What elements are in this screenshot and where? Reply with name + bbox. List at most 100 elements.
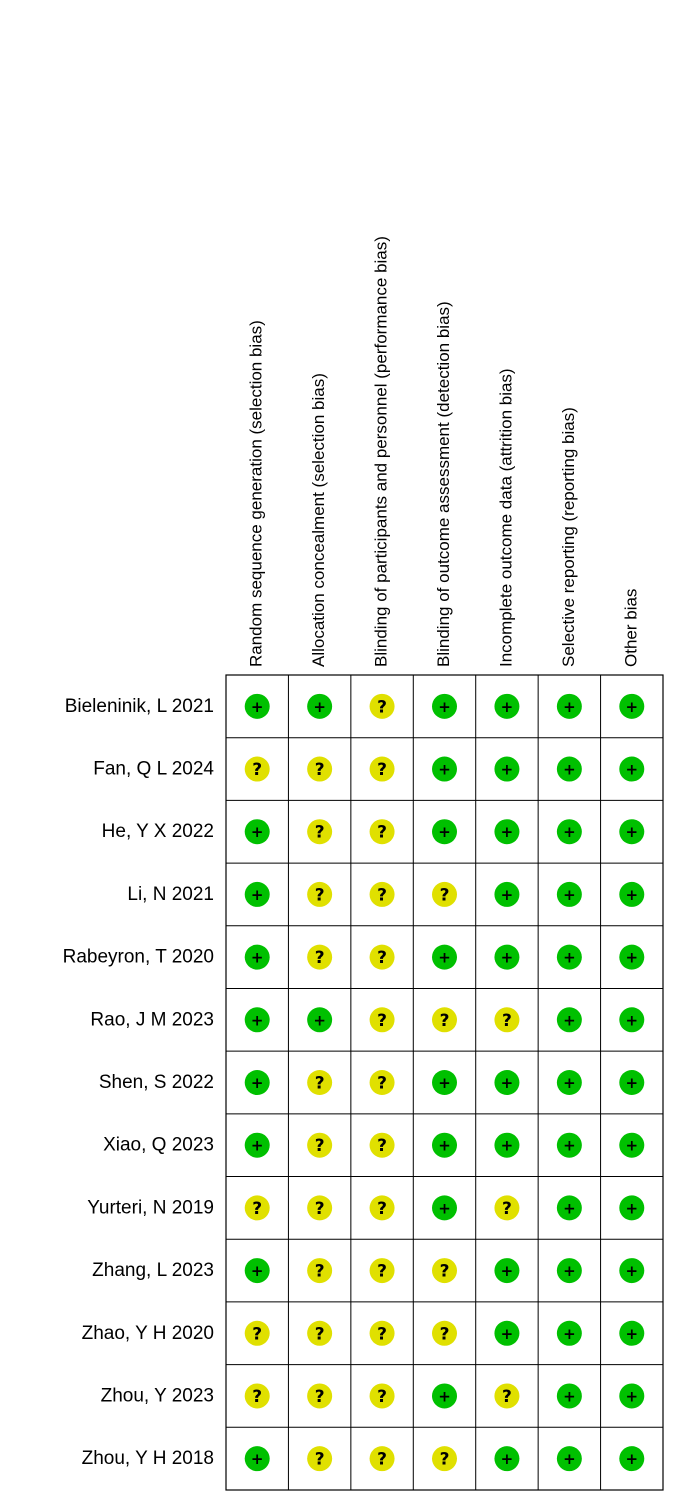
low-risk-circle — [244, 881, 270, 907]
plus-symbol: + — [251, 886, 264, 904]
plus-symbol: + — [625, 761, 638, 779]
plus-symbol: + — [438, 949, 451, 967]
low-risk-circle — [432, 756, 457, 782]
low-risk-mark-r11-c6: + — [556, 1320, 582, 1346]
plus-symbol: + — [563, 1262, 576, 1280]
low-risk-mark-r7-c5: + — [494, 1070, 520, 1095]
low-risk-circle — [619, 1195, 645, 1221]
low-risk-mark-r6-c7: + — [619, 1007, 645, 1033]
low-risk-circle — [556, 1132, 582, 1158]
low-risk-mark-r1-c1: + — [244, 693, 270, 719]
plus-symbol: + — [501, 761, 514, 779]
low-risk-mark-r11-c7: + — [619, 1320, 645, 1346]
low-risk-circle — [432, 1383, 457, 1409]
low-risk-mark-r2-c5: + — [494, 756, 520, 782]
unclear-risk-circle — [244, 1320, 270, 1346]
study-label-2: Fan, Q L 2024 — [93, 759, 214, 780]
unclear-risk-mark-r5-c2: ? — [307, 944, 333, 970]
low-risk-circle — [307, 1007, 333, 1033]
low-risk-circle — [432, 1070, 457, 1095]
low-risk-mark-r13-c1: + — [244, 1446, 270, 1472]
unclear-risk-mark-r9-c3: ? — [369, 1195, 395, 1221]
unclear-risk-mark-r9-c2: ? — [307, 1195, 333, 1221]
plus-symbol: + — [625, 886, 638, 904]
question-symbol: ? — [315, 1387, 325, 1407]
low-risk-mark-r5-c6: + — [556, 944, 582, 970]
row-labels: Bieleninik, L 2021 Fan, Q L 2024 He, Y X 2… — [63, 696, 215, 1469]
low-risk-circle — [432, 1195, 457, 1221]
plus-symbol: + — [501, 886, 514, 904]
plus-symbol: + — [625, 1450, 638, 1468]
low-risk-circle — [494, 1132, 520, 1158]
low-risk-circle — [244, 1258, 270, 1284]
question-symbol: ? — [377, 1136, 387, 1156]
question-symbol: ? — [377, 1262, 387, 1282]
unclear-risk-circle — [369, 693, 395, 719]
unclear-risk-circle — [244, 1383, 270, 1409]
question-symbol: ? — [377, 823, 387, 843]
study-label-3: He, Y X 2022 — [102, 821, 214, 842]
plus-symbol: + — [438, 1387, 451, 1405]
column-header-3: Blinding of participants and personnel (… — [372, 236, 391, 667]
question-symbol: ? — [377, 1199, 387, 1219]
unclear-risk-mark-r3-c2: ? — [307, 819, 333, 845]
plus-symbol: + — [501, 1137, 514, 1155]
column-header-4: Blinding of outcome assessment (detectio… — [434, 301, 453, 667]
low-risk-mark-r3-c7: + — [619, 819, 645, 845]
study-label-6: Rao, J M 2023 — [90, 1009, 214, 1030]
low-risk-mark-r9-c7: + — [619, 1195, 645, 1221]
unclear-risk-circle — [369, 1195, 395, 1221]
study-label-7: Shen, S 2022 — [99, 1072, 214, 1093]
low-risk-circle — [619, 819, 645, 845]
question-symbol: ? — [315, 1262, 325, 1282]
plus-symbol: + — [501, 1325, 514, 1343]
study-label-11: Zhao, Y H 2020 — [82, 1323, 214, 1344]
plus-symbol: + — [563, 1199, 576, 1217]
plus-symbol: + — [563, 761, 576, 779]
unclear-risk-circle — [369, 1446, 395, 1472]
low-risk-mark-r1-c4: + — [432, 693, 457, 719]
unclear-risk-circle — [307, 1258, 333, 1284]
plus-symbol: + — [501, 698, 514, 716]
low-risk-circle — [619, 1132, 645, 1158]
low-risk-circle — [432, 819, 457, 845]
question-symbol: ? — [252, 760, 262, 780]
question-symbol: ? — [377, 1324, 387, 1344]
low-risk-circle — [556, 819, 582, 845]
unclear-risk-mark-r13-c4: ? — [432, 1446, 457, 1472]
unclear-risk-mark-r2-c2: ? — [307, 756, 333, 782]
low-risk-circle — [432, 1132, 457, 1158]
low-risk-circle — [556, 1195, 582, 1221]
plus-symbol: + — [251, 949, 264, 967]
low-risk-circle — [619, 1383, 645, 1409]
study-label-5: Rabeyron, T 2020 — [63, 947, 214, 968]
unclear-risk-mark-r4-c4: ? — [432, 881, 457, 907]
low-risk-mark-r8-c4: + — [432, 1132, 457, 1158]
study-label-13: Zhou, Y H 2018 — [82, 1448, 214, 1469]
unclear-risk-mark-r12-c1: ? — [244, 1383, 270, 1409]
plus-symbol: + — [563, 1325, 576, 1343]
low-risk-mark-r2-c4: + — [432, 756, 457, 782]
plus-symbol: + — [251, 1074, 264, 1092]
low-risk-circle — [619, 1320, 645, 1346]
low-risk-mark-r8-c6: + — [556, 1132, 582, 1158]
low-risk-circle — [307, 693, 333, 719]
unclear-risk-mark-r8-c2: ? — [307, 1132, 333, 1158]
low-risk-circle — [619, 1007, 645, 1033]
low-risk-circle — [619, 1070, 645, 1095]
low-risk-mark-r12-c7: + — [619, 1383, 645, 1409]
unclear-risk-circle — [307, 881, 333, 907]
study-label-1: Bieleninik, L 2021 — [65, 696, 214, 717]
question-symbol: ? — [252, 1324, 262, 1344]
low-risk-circle — [494, 881, 520, 907]
low-risk-circle — [244, 1007, 270, 1033]
study-label-12: Zhou, Y 2023 — [101, 1385, 214, 1406]
plus-symbol: + — [625, 1199, 638, 1217]
question-symbol: ? — [252, 1199, 262, 1219]
low-risk-mark-r2-c6: + — [556, 756, 582, 782]
column-headers: Random sequence generation (selection bi… — [247, 236, 641, 667]
plus-symbol: + — [251, 823, 264, 841]
unclear-risk-circle — [369, 819, 395, 845]
plus-symbol: + — [625, 823, 638, 841]
